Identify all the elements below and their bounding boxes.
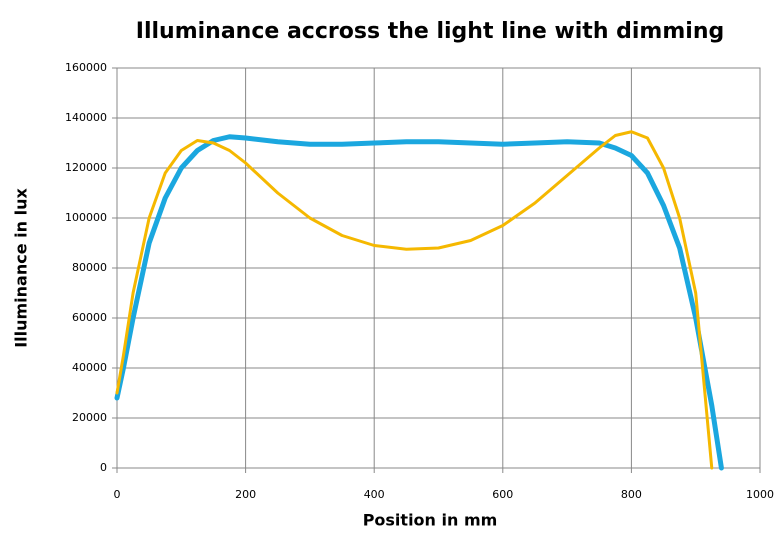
x-tick-label: 600 <box>492 488 513 501</box>
y-axis-label: Illuminance in lux <box>12 188 31 348</box>
y-tick-label: 100000 <box>65 211 107 224</box>
x-axis-label: Position in mm <box>363 511 498 530</box>
x-tick-label: 0 <box>114 488 121 501</box>
x-tick-label: 400 <box>364 488 385 501</box>
y-tick-label: 40000 <box>72 361 107 374</box>
data-line <box>114 134 724 471</box>
x-tick-label: 200 <box>235 488 256 501</box>
y-tick-label: 140000 <box>65 111 107 124</box>
y-tick-label: 160000 <box>65 61 107 74</box>
y-tick-label: 20000 <box>72 411 107 424</box>
x-tick-label: 1000 <box>746 488 774 501</box>
chart-title: Illuminance accross the light line with … <box>136 19 724 44</box>
data-line <box>115 130 714 470</box>
y-tick-label: 80000 <box>72 261 107 274</box>
x-tick-label: 800 <box>621 488 642 501</box>
y-tick-label: 120000 <box>65 161 107 174</box>
y-tick-label: 0 <box>100 461 107 474</box>
y-tick-label: 60000 <box>72 311 107 324</box>
